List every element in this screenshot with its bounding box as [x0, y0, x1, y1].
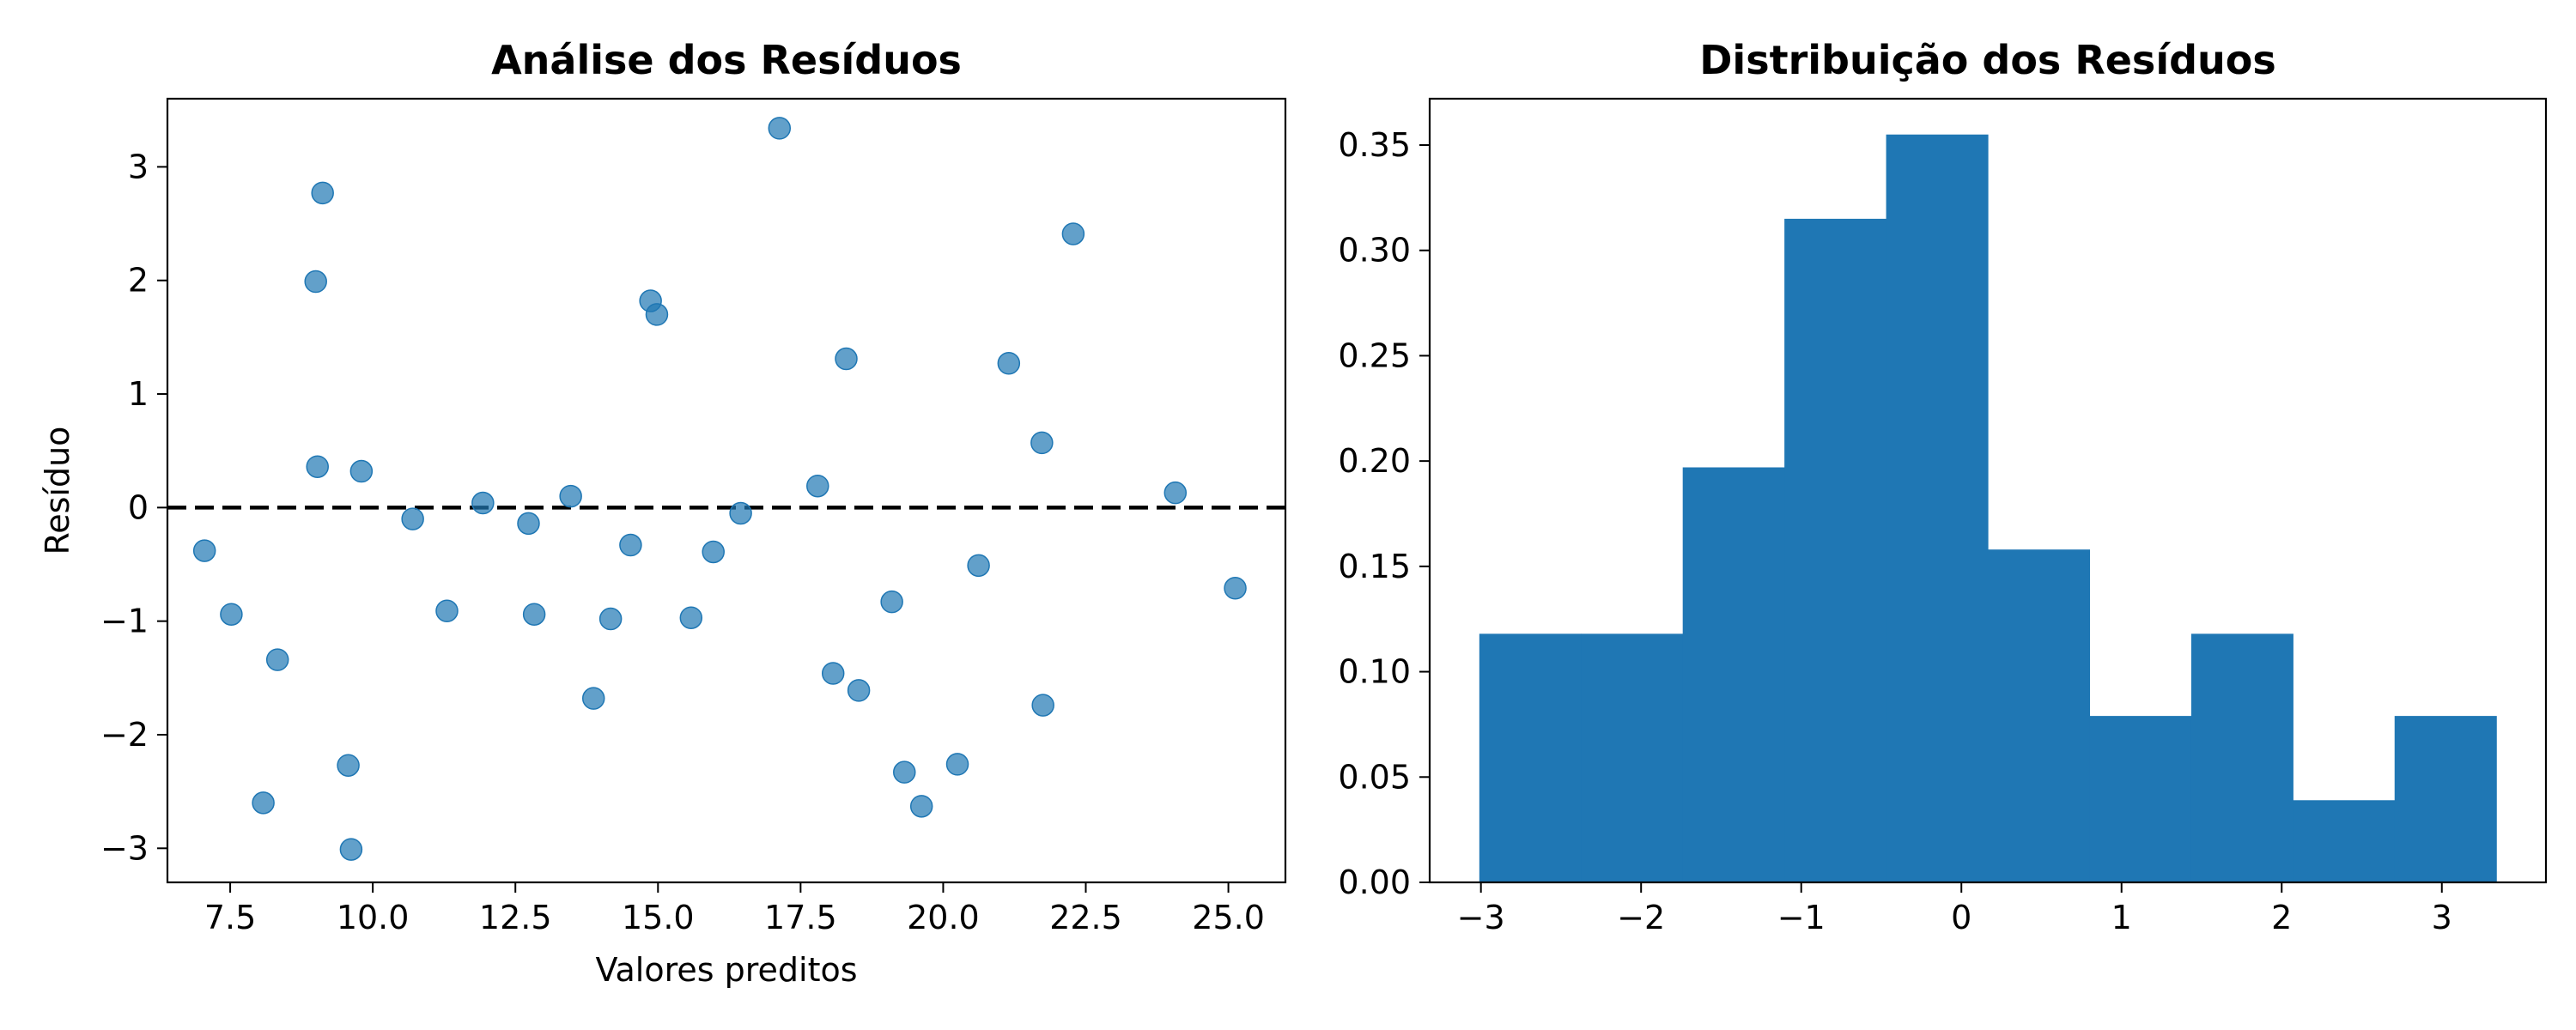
- scatter-point: [768, 117, 792, 140]
- x-tick-label: −2: [1617, 899, 1665, 936]
- scatter-point: [559, 484, 582, 508]
- scatter-point: [265, 648, 289, 671]
- scatter-point: [1224, 577, 1247, 600]
- scatter-point: [806, 474, 829, 498]
- y-tick-label: 0.10: [1338, 653, 1411, 691]
- chart-title: Distribuição dos Resíduos: [1699, 37, 2276, 83]
- histogram-bar: [1479, 633, 1582, 882]
- scatter-point: [471, 491, 495, 515]
- scatter-point: [517, 512, 540, 536]
- scatter-point: [304, 270, 327, 294]
- histogram-bar: [1988, 549, 2091, 882]
- y-tick-label: 3: [128, 148, 149, 185]
- x-tick-label: 20.0: [907, 899, 980, 936]
- residuals-histogram-panel: −3 −2 −1 0 1 2 3 0.00 0.05 0.10 0.15 0.20 0.25 0.30 0.…: [1338, 37, 2548, 936]
- scatter-point: [220, 603, 243, 626]
- scatter-point: [835, 347, 858, 371]
- x-tick-label: 7.5: [204, 899, 256, 936]
- scatter-point: [581, 687, 605, 710]
- scatter-point: [997, 352, 1021, 375]
- x-tick-label: 0: [1951, 899, 1971, 936]
- scatter-point: [1163, 481, 1188, 505]
- x-tick-label: 3: [2432, 899, 2452, 936]
- y-tick-label: 2: [128, 262, 149, 300]
- scatter-point: [192, 539, 216, 562]
- x-tick-label: 10.0: [337, 899, 410, 936]
- scatter-point: [645, 303, 669, 326]
- y-axis-label: Resíduo: [39, 427, 76, 555]
- scatter-point: [967, 554, 990, 578]
- y-tick-label: −3: [100, 829, 149, 867]
- scatter-point: [1031, 694, 1054, 717]
- scatter-point: [306, 455, 329, 478]
- scatter-point: [821, 662, 845, 685]
- scatter-point: [893, 760, 916, 784]
- chart-title: Análise dos Resíduos: [491, 37, 962, 83]
- axes-frame: [1428, 97, 2548, 884]
- scatter-point: [945, 753, 969, 776]
- scatter-point: [847, 679, 871, 702]
- scatter-point: [880, 590, 903, 614]
- y-tick-label: −2: [100, 716, 149, 754]
- x-tick-label: 15.0: [622, 899, 695, 936]
- histogram-bar: [2190, 633, 2293, 882]
- scatter-point: [729, 501, 752, 525]
- y-tick-label: 0.20: [1338, 442, 1411, 480]
- x-axis-label: Valores preditos: [595, 951, 857, 989]
- x-tick-label: 22.5: [1049, 899, 1122, 936]
- scatter-point: [522, 603, 546, 626]
- x-tick-label: −3: [1457, 899, 1505, 936]
- y-tick-label: 0: [128, 488, 149, 526]
- scatter-point: [337, 754, 360, 777]
- y-tick-label: 0.25: [1338, 336, 1411, 374]
- histogram-bar: [2293, 800, 2396, 882]
- scatter-point: [252, 791, 275, 815]
- scatter-point: [401, 507, 424, 530]
- y-tick-label: 0.35: [1338, 126, 1411, 164]
- x-tick-label: 12.5: [479, 899, 552, 936]
- scatter-point: [311, 181, 334, 205]
- scatter-point: [339, 838, 363, 861]
- y-tick-label: 1: [128, 375, 149, 413]
- x-tick-label: 1: [2111, 899, 2132, 936]
- histogram-bar: [1886, 134, 1989, 882]
- scatter-point: [619, 533, 642, 557]
- histogram-bar: [2089, 716, 2192, 882]
- x-tick-label: −1: [1777, 899, 1826, 936]
- histogram-bar: [1581, 633, 1684, 882]
- y-tick-label: 0.00: [1338, 863, 1411, 901]
- scatter-point: [435, 599, 459, 623]
- scatter-point: [1061, 222, 1085, 245]
- axes-frame: [166, 97, 1287, 884]
- scatter-point: [349, 459, 374, 483]
- scatter-point: [702, 540, 725, 564]
- x-tick-label: 2: [2271, 899, 2292, 936]
- y-tick-label: 0.05: [1338, 758, 1411, 796]
- scatter-point: [909, 795, 933, 818]
- y-tick-label: 0.15: [1338, 548, 1411, 585]
- scatter-point: [1030, 431, 1054, 455]
- scatter-point: [679, 606, 703, 629]
- scatter-point: [598, 607, 623, 631]
- histogram-bar: [1784, 218, 1887, 883]
- histogram-bar: [2394, 716, 2497, 882]
- histogram-bar: [1682, 467, 1785, 882]
- residuals-scatter-panel: 7.5 10.0 12.5 15.0 17.5 20.0 22.5 25.0 −3 −2 −1 0 1 2…: [39, 37, 1287, 989]
- x-tick-label: 17.5: [764, 899, 837, 936]
- y-tick-label: −1: [100, 603, 149, 640]
- x-tick-label: 25.0: [1192, 899, 1265, 936]
- y-tick-label: 0.30: [1338, 232, 1411, 270]
